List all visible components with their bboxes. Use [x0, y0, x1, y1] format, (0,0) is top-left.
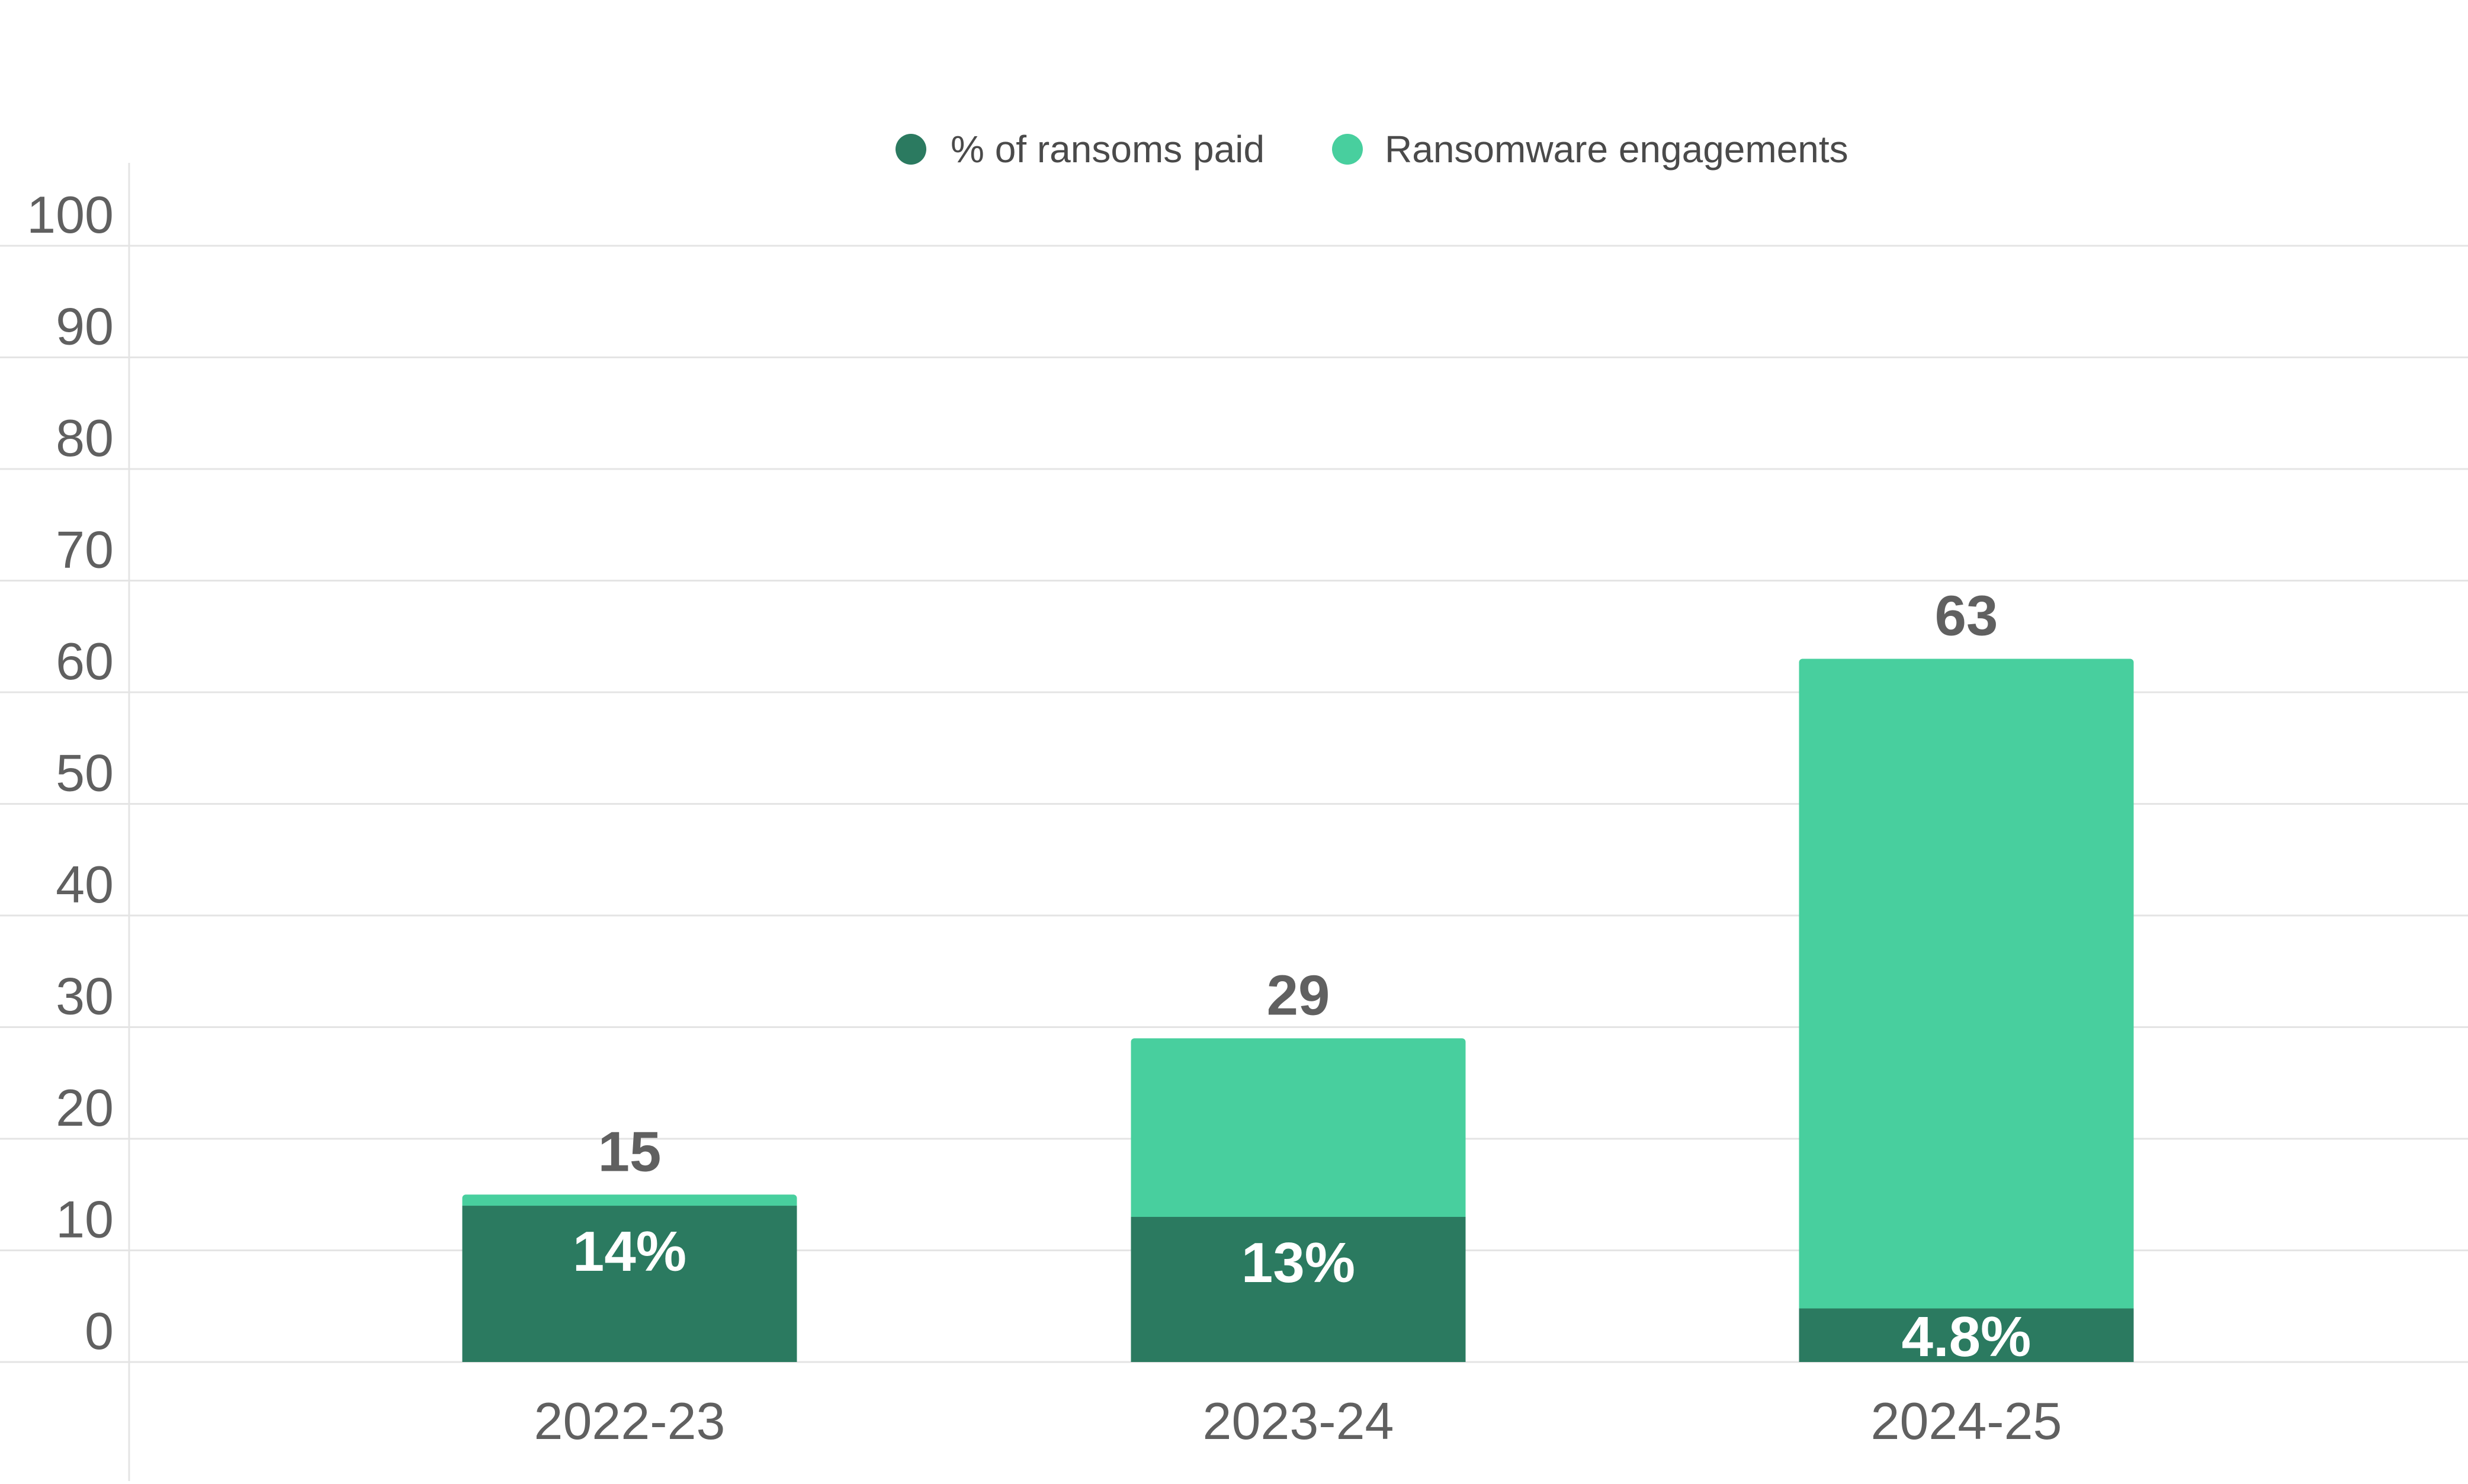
y-tick-label-0: 0: [85, 1302, 114, 1360]
grid-layer: [0, 245, 2468, 1363]
y-tick-label-90: 90: [56, 297, 114, 356]
legend-marker-of-ransoms-paid: [896, 134, 926, 165]
x-tick-label-2022-23: 2022-23: [534, 1392, 726, 1450]
x-tick-label-2024-25: 2024-25: [1871, 1392, 2062, 1450]
bar-ransoms-paid-2022-23: [462, 1206, 797, 1362]
data-label-engagements-2022-23: 15: [598, 1120, 662, 1183]
label-layer: 15 14% 29 13% 63 4.8%: [573, 584, 2031, 1369]
y-tick-label-70: 70: [56, 521, 114, 579]
bar-engagements-2024-25: [1799, 659, 2134, 1362]
data-label-engagements-2023-24: 29: [1267, 963, 1330, 1027]
y-tick-label-100: 100: [27, 185, 114, 244]
y-tick-label-40: 40: [56, 855, 114, 914]
y-tick-label-50: 50: [56, 744, 114, 802]
legend-label-of-ransoms-paid: % of ransoms paid: [951, 128, 1265, 171]
x-tick-label-2023-24: 2023-24: [1203, 1392, 1394, 1450]
legend-marker-ransomware-engagements: [1332, 134, 1363, 165]
axis-layer: 0 10 20 30 40 50 60 70 80 90 100 2022-23 2023-24 2024…: [27, 163, 2062, 1481]
bar-ransoms-paid-2024-25: [1799, 1308, 2134, 1362]
legend-label-ransomware-engagements: Ransomware engagements: [1385, 128, 1848, 171]
bar-ransoms-paid-2023-24: [1131, 1216, 1466, 1362]
y-tick-label-60: 60: [56, 632, 114, 690]
legend: % of ransoms paid Ransomware engagements: [896, 128, 1848, 171]
y-tick-label-30: 30: [56, 967, 114, 1026]
y-tick-label-10: 10: [56, 1190, 114, 1249]
y-tick-label-20: 20: [56, 1078, 114, 1137]
bar-layer: [462, 659, 2134, 1362]
data-label-ransoms-paid-2022-23: 14%: [573, 1220, 686, 1283]
data-label-ransoms-paid-2024-25: 4.8%: [1902, 1305, 2031, 1369]
y-tick-label-80: 80: [56, 409, 114, 467]
data-label-engagements-2024-25: 63: [1935, 584, 1998, 647]
data-label-ransoms-paid-2023-24: 13%: [1241, 1231, 1355, 1295]
